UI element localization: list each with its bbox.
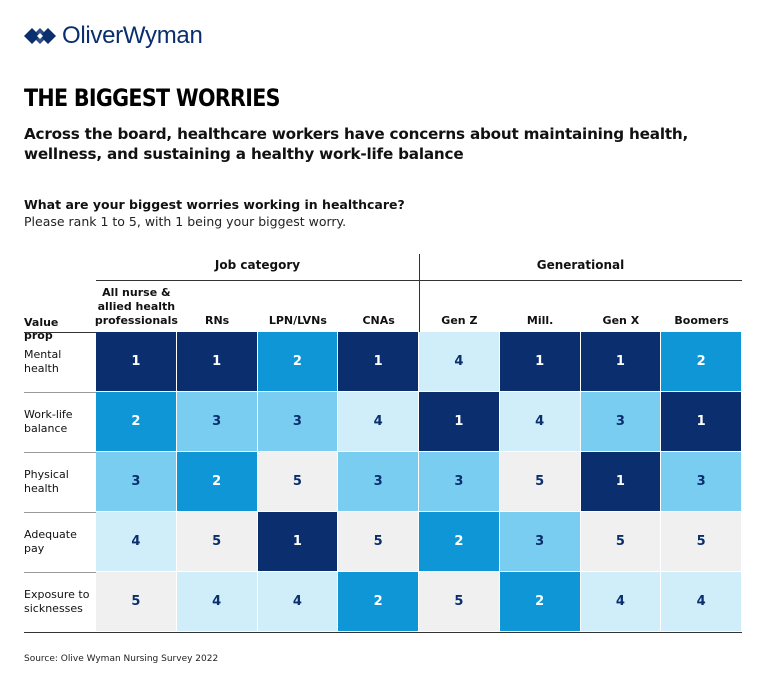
- column-group-label: Generational: [536, 258, 625, 272]
- column-group-underline: [419, 280, 742, 281]
- rank-cell: 1: [580, 332, 662, 392]
- rank-cell: 5: [176, 512, 258, 572]
- rank-cell: 2: [176, 452, 258, 512]
- brand-name: OliverWyman: [62, 22, 203, 49]
- page-subtitle: Across the board, healthcare workers hav…: [24, 125, 689, 163]
- rank-cell: 5: [96, 572, 177, 632]
- rank-cell: 4: [499, 392, 581, 452]
- rank-cell: 2: [338, 572, 419, 632]
- rank-cell: 3: [661, 452, 742, 512]
- row-divider: [24, 512, 96, 513]
- column-header: All nurse & allied health professionals: [94, 286, 178, 327]
- rank-cell: 4: [580, 572, 662, 632]
- rank-cell: 4: [176, 572, 258, 632]
- rank-cell: 2: [661, 332, 742, 392]
- row-divider: [24, 572, 96, 573]
- rank-cell: 1: [176, 332, 258, 392]
- rank-cell: 4: [96, 512, 177, 572]
- rank-cell: 1: [338, 332, 419, 392]
- rank-cell: 5: [580, 512, 662, 572]
- rank-cell: 3: [257, 392, 339, 452]
- column-header: Boomers: [674, 314, 729, 327]
- rank-cell: 2: [499, 572, 581, 632]
- column-header: CNAs: [362, 314, 395, 327]
- rank-cell: 3: [176, 392, 258, 452]
- rank-cell: 1: [419, 392, 500, 452]
- row-label: Exposure to sicknesses: [24, 588, 90, 615]
- brand-logo: OliverWyman: [24, 22, 203, 50]
- rank-cell: 3: [580, 392, 662, 452]
- table-bottom-rule: [24, 632, 742, 633]
- rank-cell: 2: [96, 392, 177, 452]
- rank-cell: 4: [338, 392, 419, 452]
- row-label: Mental health: [24, 348, 62, 375]
- rank-cell: 2: [257, 332, 339, 392]
- page-title: THE BIGGEST WORRIES: [24, 84, 281, 112]
- row-label: Adequate pay: [24, 528, 77, 555]
- column-header: LPN/LVNs: [268, 314, 327, 327]
- column-header: Gen X: [602, 314, 640, 327]
- column-group-underline: [96, 280, 419, 281]
- row-label: Work-life balance: [24, 408, 73, 435]
- row-divider: [24, 392, 96, 393]
- oliver-wyman-logo-icon: [24, 28, 56, 44]
- rank-cell: 4: [419, 332, 500, 392]
- rank-cell: 1: [96, 332, 177, 392]
- survey-question: What are your biggest worries working in…: [24, 197, 405, 212]
- rank-cell: 3: [419, 452, 500, 512]
- rank-cell: 5: [257, 452, 339, 512]
- rank-cell: 5: [338, 512, 419, 572]
- rank-cell: 1: [580, 452, 662, 512]
- row-divider: [24, 452, 96, 453]
- rank-cell: 5: [419, 572, 500, 632]
- row-label: Physical health: [24, 468, 69, 495]
- rank-cell: 5: [661, 512, 742, 572]
- column-group-label: Job category: [214, 258, 301, 272]
- survey-instruction: Please rank 1 to 5, with 1 being your bi…: [24, 214, 347, 229]
- rank-cell: 1: [661, 392, 742, 452]
- rank-cell: 4: [661, 572, 742, 632]
- rank-cell: 1: [499, 332, 581, 392]
- column-header: Gen Z: [441, 314, 478, 327]
- rank-cell: 4: [257, 572, 339, 632]
- rank-cell: 2: [419, 512, 500, 572]
- rank-cell: 3: [338, 452, 419, 512]
- source-note: Source: Olive Wyman Nursing Survey 2022: [24, 654, 219, 664]
- column-header: Mill.: [526, 314, 554, 327]
- rank-cell: 3: [499, 512, 581, 572]
- group-divider: [419, 254, 420, 332]
- rank-cell: 3: [96, 452, 177, 512]
- rank-cell: 1: [257, 512, 339, 572]
- column-header: RNs: [205, 314, 230, 327]
- rank-cell: 5: [499, 452, 581, 512]
